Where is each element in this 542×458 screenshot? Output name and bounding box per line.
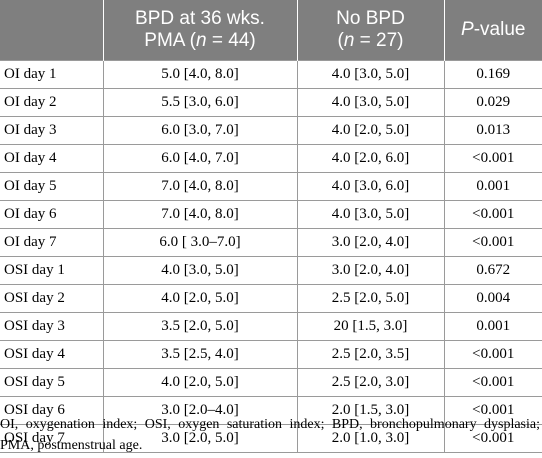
header-line: No BPD — [336, 8, 405, 29]
row-label-cell: OSI day 5 — [0, 368, 103, 397]
table-row: OI day 7 6.0 [ 3.0–7.0] 3.0 [2.0, 4.0] <0.0… — [0, 228, 542, 257]
p-value-cell: 0.013 — [443, 116, 542, 145]
no-bpd-value-cell: 2.5 [2.0, 3.0] — [296, 368, 444, 397]
bpd-value-cell: 6.0 [3.0, 7.0] — [102, 116, 297, 145]
no-bpd-value-cell: 4.0 [3.0, 5.0] — [296, 200, 444, 229]
table-row: OSI day 5 4.0 [2.0, 5.0] 2.5 [2.0, 3.0] <0.… — [0, 368, 542, 397]
bpd-value-cell: 7.0 [4.0, 8.0] — [102, 200, 297, 229]
no-bpd-value-cell: 2.0 [1.0, 3.0] — [296, 424, 444, 453]
row-label-cell: OI day 6 — [0, 200, 103, 229]
p-value-cell: <0.001 — [443, 144, 542, 173]
no-bpd-value-cell: 4.0 [2.0, 5.0] — [296, 116, 444, 145]
no-bpd-value-cell: 4.0 [3.0, 5.0] — [296, 60, 444, 89]
bpd-value-cell: 6.0 [4.0, 7.0] — [102, 144, 297, 173]
table-body: OI day 1 5.0 [4.0, 8.0] 4.0 [3.0, 5.0] 0.16… — [0, 60, 542, 453]
bpd-value-cell: 3.5 [2.0, 5.0] — [102, 312, 297, 341]
bpd-value-cell: 3.0 [2.0–4.0] — [102, 396, 297, 425]
table-row: OI day 3 6.0 [3.0, 7.0] 4.0 [2.0, 5.0] 0.01… — [0, 116, 542, 145]
table-header: BPD at 36 wks. PMA (n = 44) No BPD (n = … — [0, 0, 542, 61]
row-label-cell: OI day 1 — [0, 60, 103, 89]
bpd-value-cell: 4.0 [2.0, 5.0] — [102, 368, 297, 397]
table-row: OSI day 4 3.5 [2.5, 4.0] 2.5 [2.0, 3.5] <0.… — [0, 340, 542, 369]
table-row: OI day 2 5.5 [3.0, 6.0] 4.0 [3.0, 5.0] 0.02… — [0, 88, 542, 117]
row-label-cell: OI day 4 — [0, 144, 103, 173]
p-value-cell: <0.001 — [443, 340, 542, 369]
table-row: OSI day 6 3.0 [2.0–4.0] 2.0 [1.5, 3.0] <0.0… — [0, 396, 542, 425]
no-bpd-value-cell: 3.0 [2.0, 4.0] — [296, 256, 444, 285]
table-row: OSI day 1 4.0 [3.0, 5.0] 3.0 [2.0, 4.0] 0.6… — [0, 256, 542, 285]
bpd-value-cell: 7.0 [4.0, 8.0] — [102, 172, 297, 201]
p-value-cell: 0.169 — [443, 60, 542, 89]
row-label-cell: OSI day 4 — [0, 340, 103, 369]
header-line: P-value — [461, 19, 526, 40]
header-row: BPD at 36 wks. PMA (n = 44) No BPD (n = … — [0, 0, 542, 61]
no-bpd-value-cell: 2.5 [2.0, 5.0] — [296, 284, 444, 313]
header-line: BPD at 36 wks. — [135, 8, 265, 29]
header-line: (n = 27) — [337, 30, 404, 51]
table-row: OI day 5 7.0 [4.0, 8.0] 4.0 [3.0, 6.0] 0.00… — [0, 172, 542, 201]
no-bpd-value-cell: 20 [1.5, 3.0] — [296, 312, 444, 341]
table-row: OI day 4 6.0 [4.0, 7.0] 4.0 [2.0, 6.0] <0.0… — [0, 144, 542, 173]
row-label-cell: OI day 7 — [0, 228, 103, 257]
table-row: OSI day 2 4.0 [2.0, 5.0] 2.5 [2.0, 5.0] 0.0… — [0, 284, 542, 313]
bpd-value-cell: 3.5 [2.5, 4.0] — [102, 340, 297, 369]
header-cell-bpd: BPD at 36 wks. PMA (n = 44) — [102, 0, 297, 61]
header-cell-no-bpd: No BPD (n = 27) — [296, 0, 444, 61]
bpd-value-cell: 6.0 [ 3.0–7.0] — [102, 228, 297, 257]
p-value-cell: <0.001 — [443, 368, 542, 397]
p-value-cell: 0.001 — [443, 172, 542, 201]
p-value-cell: <0.001 — [443, 424, 542, 453]
bpd-value-cell: 5.5 [3.0, 6.0] — [102, 88, 297, 117]
bpd-value-cell: 4.0 [3.0, 5.0] — [102, 256, 297, 285]
no-bpd-value-cell: 3.0 [2.0, 4.0] — [296, 228, 444, 257]
table-footnote: OI, oxygenation index; OSI, oxygen satur… — [0, 417, 540, 453]
row-label-cell: OSI day 2 — [0, 284, 103, 313]
row-label-cell: OI day 3 — [0, 116, 103, 145]
table-row: OSI day 3 3.5 [2.0, 5.0] 20 [1.5, 3.0] 0.00… — [0, 312, 542, 341]
no-bpd-value-cell: 2.0 [1.5, 3.0] — [296, 396, 444, 425]
p-value-cell: 0.672 — [443, 256, 542, 285]
no-bpd-value-cell: 4.0 [3.0, 6.0] — [296, 172, 444, 201]
no-bpd-value-cell: 4.0 [2.0, 6.0] — [296, 144, 444, 173]
p-value-cell: 0.029 — [443, 88, 542, 117]
table-row: OSI day 7 3.0 [2.0, 5.0] 2.0 [1.0, 3.0] <0.… — [0, 424, 542, 453]
p-value-cell: 0.004 — [443, 284, 542, 313]
p-value-cell: 0.001 — [443, 312, 542, 341]
row-label-cell: OSI day 1 — [0, 256, 103, 285]
table-row: OI day 6 7.0 [4.0, 8.0] 4.0 [3.0, 5.0] <0.0… — [0, 200, 542, 229]
header-cell-row-label — [0, 0, 103, 61]
header-line: PMA (n = 44) — [144, 30, 256, 51]
row-label-cell: OI day 2 — [0, 88, 103, 117]
no-bpd-value-cell: 4.0 [3.0, 5.0] — [296, 88, 444, 117]
bpd-value-cell: 4.0 [2.0, 5.0] — [102, 284, 297, 313]
p-value-cell: <0.001 — [443, 396, 542, 425]
p-value-cell: <0.001 — [443, 200, 542, 229]
p-value-cell: <0.001 — [443, 228, 542, 257]
no-bpd-value-cell: 2.5 [2.0, 3.5] — [296, 340, 444, 369]
bpd-value-cell: 3.0 [2.0, 5.0] — [102, 424, 297, 453]
header-cell-p-value: P-value — [443, 0, 542, 61]
row-label-cell: OSI day 7 — [0, 424, 103, 453]
row-label-cell: OSI day 6 — [0, 396, 103, 425]
row-label-cell: OSI day 3 — [0, 312, 103, 341]
bpd-value-cell: 5.0 [4.0, 8.0] — [102, 60, 297, 89]
row-label-cell: OI day 5 — [0, 172, 103, 201]
table-row: OI day 1 5.0 [4.0, 8.0] 4.0 [3.0, 5.0] 0.16… — [0, 60, 542, 89]
